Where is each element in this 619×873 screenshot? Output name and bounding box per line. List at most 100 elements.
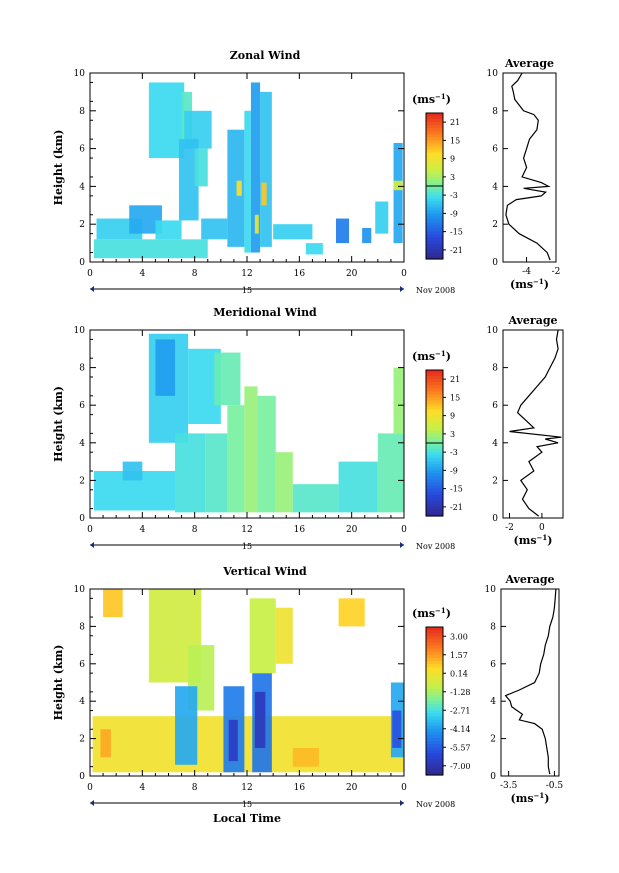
colorbar-cell xyxy=(426,198,443,202)
profile-x-label-text: (ms xyxy=(510,792,533,805)
colorbar-cell xyxy=(426,682,443,687)
colorbar-cell xyxy=(426,219,443,224)
colorbar-cell xyxy=(426,461,443,465)
profile-frame xyxy=(502,72,557,263)
y-tick-label: 0 xyxy=(79,772,85,782)
colorbar-cell xyxy=(426,376,443,380)
x-tick-label: 12 xyxy=(241,783,252,793)
x-tick-label: 4 xyxy=(139,525,145,535)
heatmap-cell xyxy=(335,218,350,244)
date-bar-right-arrow xyxy=(400,542,404,548)
profile-line xyxy=(505,72,551,261)
colorbar-cell xyxy=(426,491,443,496)
colorbar-cell xyxy=(426,382,443,386)
profile-y-tick-label: 0 xyxy=(492,258,498,268)
y-tick-label: 8 xyxy=(79,364,85,374)
x-tick-label: 0 xyxy=(401,269,407,279)
x-tick-label: 8 xyxy=(192,783,198,793)
colorbar-cell xyxy=(426,485,443,490)
colorbar-cell xyxy=(426,756,443,761)
profile-x-tick-label: -2 xyxy=(505,523,514,533)
colorbar-cell xyxy=(426,744,443,748)
colorbar-cell xyxy=(426,255,443,260)
profile-y-tick-label: 8 xyxy=(492,364,498,374)
profile-frame xyxy=(502,329,564,519)
colorbar-cell xyxy=(426,370,443,374)
y-tick-label: 0 xyxy=(79,258,85,268)
colorbar-cell xyxy=(426,497,443,502)
profile-x-label-text: (ms xyxy=(513,534,536,547)
colorbar-cell xyxy=(426,482,443,487)
profile-y-tick-label: 0 xyxy=(492,514,498,524)
colorbar-cell xyxy=(426,421,443,426)
colorbar-tick-label: 21 xyxy=(450,118,460,127)
y-tick-label: 2 xyxy=(79,220,85,230)
colorbar-cell xyxy=(426,379,443,383)
panel-title: Zonal Wind xyxy=(230,49,301,62)
colorbar-cell xyxy=(426,161,443,166)
colorbar-cell xyxy=(426,167,443,172)
heatmap-cell xyxy=(273,224,313,240)
colorbar-cell xyxy=(426,164,443,169)
profile-x-label-close: ) xyxy=(547,534,552,547)
heatmap-cell xyxy=(393,142,403,244)
colorbar-cell xyxy=(426,406,443,411)
colorbar-cell xyxy=(426,237,443,242)
heatmap-cell xyxy=(194,148,208,187)
heatmap-cell xyxy=(362,227,372,244)
colorbar-unit-text: (ms xyxy=(412,93,435,106)
colorbar-cell xyxy=(426,722,443,727)
x-tick-label: 20 xyxy=(346,783,358,793)
date-bar-left-arrow xyxy=(90,800,94,806)
colorbar-cell xyxy=(426,642,443,647)
heatmap-cell xyxy=(275,452,293,513)
y-tick-label: 8 xyxy=(79,622,85,632)
colorbar-cell xyxy=(426,400,443,405)
colorbar-cell xyxy=(426,473,443,478)
x-tick-label: 16 xyxy=(294,783,306,793)
colorbar-cell xyxy=(426,182,443,187)
heatmap-cell xyxy=(244,386,258,513)
colorbar-tick-label: -5.57 xyxy=(450,743,471,752)
colorbar-cell xyxy=(426,204,443,208)
profile-line xyxy=(504,588,557,775)
colorbar-cell xyxy=(426,146,443,151)
colorbar-cell xyxy=(426,128,443,132)
heatmap-cell xyxy=(249,598,276,674)
x-tick-label: 12 xyxy=(241,269,252,279)
colorbar-cell xyxy=(426,213,443,218)
colorbar-tick-label: 3 xyxy=(450,173,455,182)
colorbar-unit-exponent: −1 xyxy=(435,606,446,615)
y-tick-label: 6 xyxy=(79,660,85,670)
profile-title: Average xyxy=(504,573,554,586)
colorbar-cell xyxy=(426,119,443,123)
colorbar-cell xyxy=(426,409,443,414)
colorbar-cell xyxy=(426,179,443,184)
profile-x-label-exponent: −1 xyxy=(533,277,544,286)
colorbar-cell xyxy=(426,125,443,129)
colorbar-cell xyxy=(426,452,443,456)
colorbar-cell xyxy=(426,731,443,736)
profile-x-tick-label: -2 xyxy=(552,267,561,277)
colorbar-cell xyxy=(426,216,443,221)
heatmap-cell xyxy=(292,484,339,513)
colorbar-cell xyxy=(426,470,443,475)
colorbar-cell xyxy=(426,228,443,233)
colorbar-cell xyxy=(426,240,443,245)
colorbar-cell xyxy=(426,734,443,739)
colorbar-cell xyxy=(426,249,443,254)
colorbar-cell xyxy=(426,627,443,631)
colorbar-cell xyxy=(426,152,443,157)
y-tick-label: 4 xyxy=(79,439,85,449)
colorbar-tick-label: -4.14 xyxy=(450,725,471,734)
colorbar-cell xyxy=(426,707,443,711)
colorbar-cell xyxy=(426,201,443,205)
panel-1: Meridional Wind 0 2 4 6 8 10 Height (km) 0 4 8 12 16… xyxy=(52,306,564,551)
y-axis-label: Height (km) xyxy=(52,645,65,721)
date-month-label: Nov 2008 xyxy=(416,542,455,551)
colorbar-cell xyxy=(426,664,443,668)
profile-x-tick-label: 0 xyxy=(539,523,545,533)
heatmap-cell xyxy=(178,139,199,221)
colorbar-tick-label: -15 xyxy=(450,485,463,494)
